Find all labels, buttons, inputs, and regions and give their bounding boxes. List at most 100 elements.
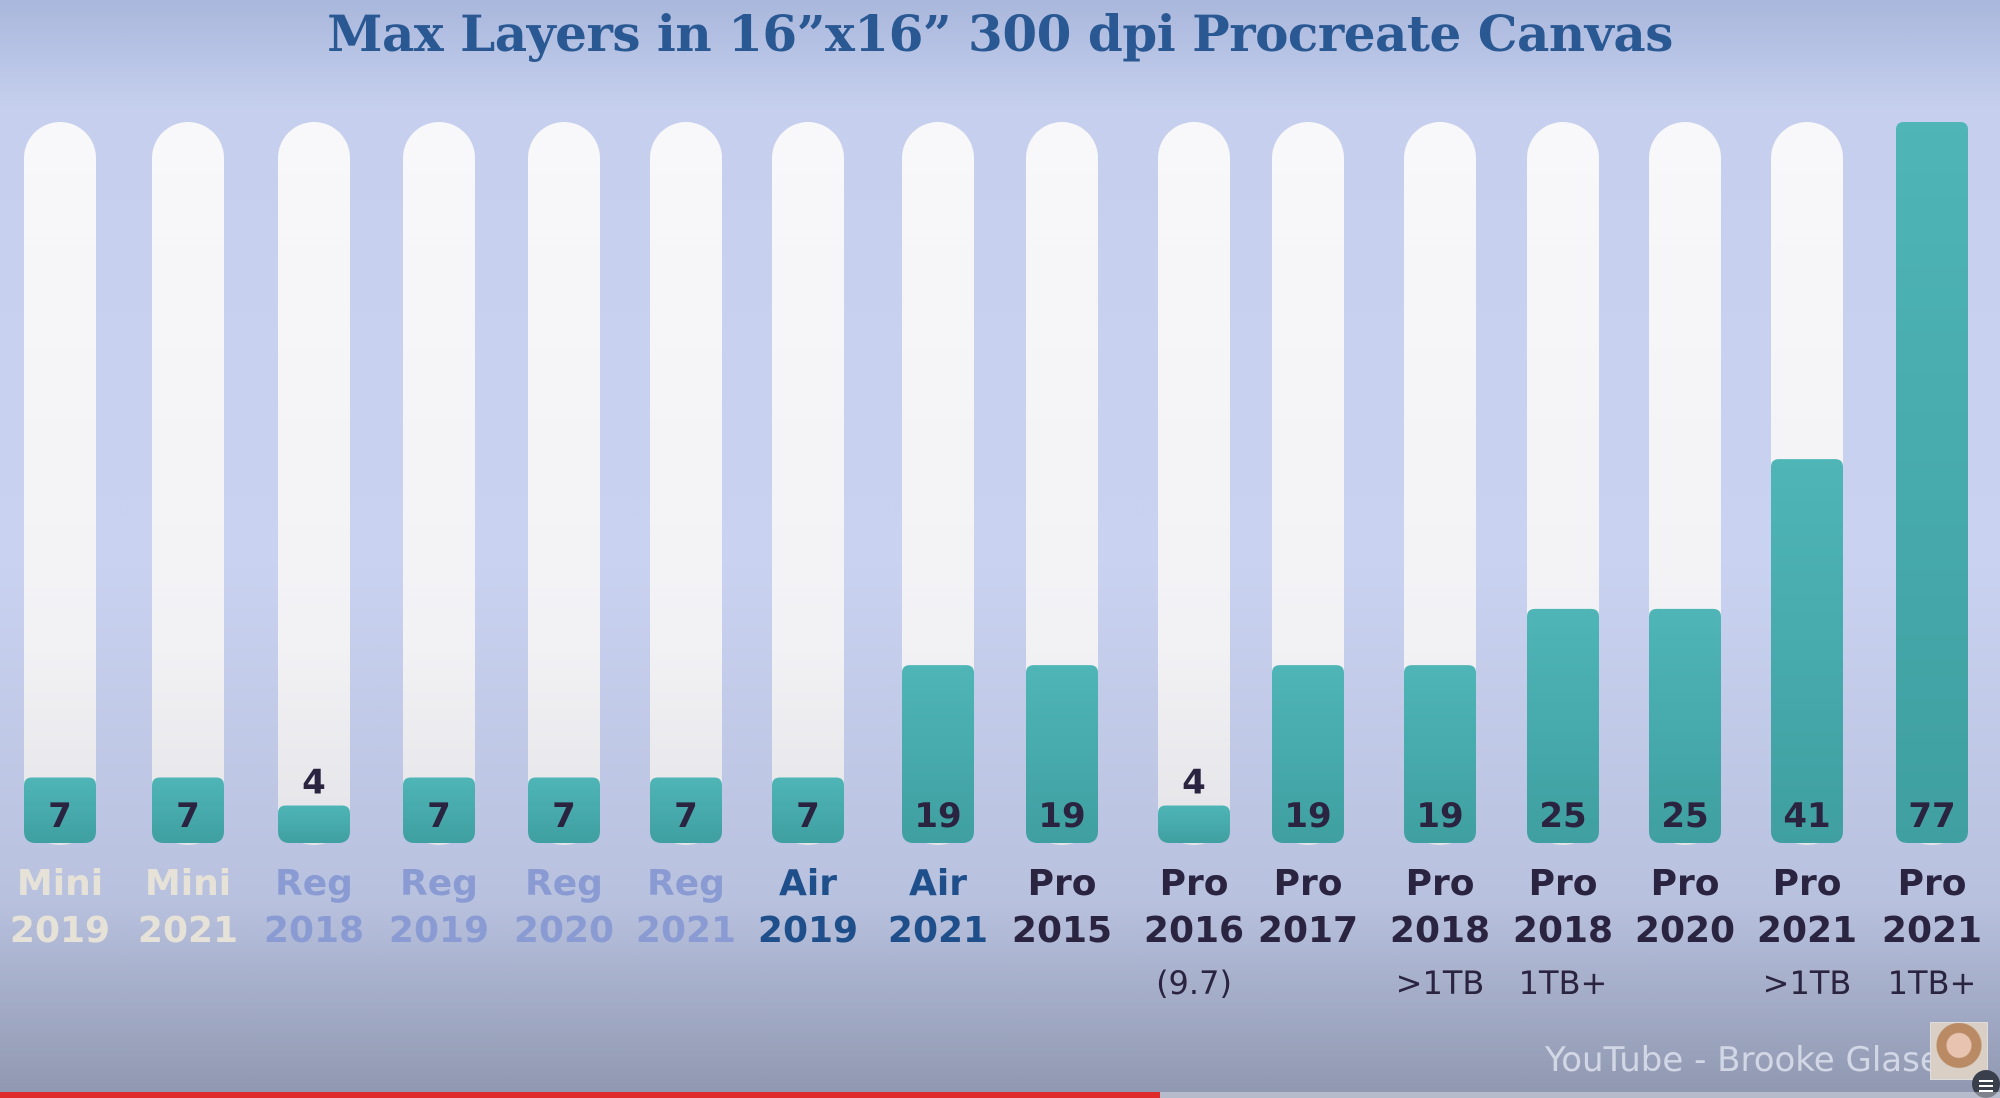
x-tick-label-line1: Pro bbox=[1027, 863, 1097, 904]
bar-group: 4 bbox=[1158, 122, 1230, 845]
bar-group: 7 bbox=[403, 122, 475, 845]
bar-value-label: 19 bbox=[1038, 796, 1085, 836]
bar-group: 19 bbox=[1026, 122, 1098, 845]
bar bbox=[1272, 665, 1344, 843]
x-tick-label: Pro 2021 1TB+ bbox=[1872, 860, 1992, 1007]
bar-value-label: 19 bbox=[1416, 796, 1463, 836]
x-tick-label-line2: 2021 bbox=[887, 910, 989, 951]
bar-group: 7 bbox=[528, 122, 600, 845]
video-progress-bar[interactable] bbox=[0, 1092, 2000, 1098]
bar-track bbox=[24, 122, 96, 845]
bar-value-label: 7 bbox=[427, 796, 451, 836]
bar-value-label: 7 bbox=[552, 796, 576, 836]
bar-value-label: 41 bbox=[1783, 796, 1830, 836]
bar-track bbox=[1026, 122, 1098, 845]
x-tick-label-line1: Air bbox=[909, 863, 967, 904]
bar bbox=[1404, 665, 1476, 843]
x-tick-label-line1: Pro bbox=[1772, 863, 1842, 904]
bar-group: 19 bbox=[1272, 122, 1344, 845]
bar bbox=[772, 777, 844, 843]
x-tick-label-line1: Pro bbox=[1897, 863, 1967, 904]
bar-track bbox=[528, 122, 600, 845]
x-tick-sublabel: >1TB bbox=[1762, 964, 1852, 1002]
x-tick-label-line2: 2017 bbox=[1257, 910, 1359, 951]
x-tick-label-line1: Air bbox=[779, 863, 837, 904]
bar bbox=[1649, 608, 1721, 843]
x-tick-label-line2: 2020 bbox=[1634, 910, 1736, 951]
x-tick-label-line2: 2015 bbox=[1011, 910, 1113, 951]
x-tick-label-line1: Reg bbox=[400, 863, 478, 904]
watermark: YouTube - Brooke Glaser bbox=[1545, 1040, 1955, 1080]
bar-track bbox=[772, 122, 844, 845]
bar-value-label: 4 bbox=[302, 763, 326, 803]
video-progress-fill bbox=[0, 1092, 1160, 1098]
x-tick-label: Reg 2021 bbox=[626, 860, 746, 954]
bar bbox=[650, 777, 722, 843]
bar bbox=[1158, 805, 1230, 843]
bar-value-label: 77 bbox=[1908, 796, 1955, 836]
bar-track bbox=[902, 122, 974, 845]
bar bbox=[152, 777, 224, 843]
x-tick-label-line1: Pro bbox=[1273, 863, 1343, 904]
bar-track bbox=[152, 122, 224, 845]
bar-track bbox=[650, 122, 722, 845]
x-tick-label: Reg 2020 bbox=[504, 860, 624, 954]
bar-track bbox=[403, 122, 475, 845]
bar bbox=[278, 805, 350, 843]
x-tick-label-line1: Pro bbox=[1159, 863, 1229, 904]
x-tick-label: Pro 2016 (9.7) bbox=[1134, 860, 1254, 1007]
bar-value-label: 7 bbox=[796, 796, 820, 836]
bar-group: 41 bbox=[1771, 122, 1843, 845]
x-tick-label-line1: Reg bbox=[525, 863, 603, 904]
x-tick-label: Pro 2020 bbox=[1625, 860, 1745, 954]
x-tick-label-line2: 2021 bbox=[1756, 910, 1858, 951]
bar-value-label: 7 bbox=[48, 796, 72, 836]
x-tick-label: Pro 2018 1TB+ bbox=[1503, 860, 1623, 1007]
x-tick-label: Air 2019 bbox=[748, 860, 868, 954]
bar-track bbox=[1272, 122, 1344, 845]
x-tick-label-line2: 2021 bbox=[635, 910, 737, 951]
x-tick-label-line1: Mini bbox=[16, 863, 104, 904]
x-tick-label-line2: 2018 bbox=[1389, 910, 1491, 951]
bar bbox=[1527, 608, 1599, 843]
bar-group: 7 bbox=[650, 122, 722, 845]
x-tick-label-line2: 2018 bbox=[1512, 910, 1614, 951]
x-tick-label-line1: Reg bbox=[275, 863, 353, 904]
x-tick-label: Reg 2019 bbox=[379, 860, 499, 954]
channel-avatar[interactable] bbox=[1930, 1022, 1988, 1080]
x-tick-sublabel: 1TB+ bbox=[1887, 964, 1977, 1002]
x-tick-label-line2: 2020 bbox=[513, 910, 615, 951]
bar-value-label: 7 bbox=[674, 796, 698, 836]
bar-value-label: 25 bbox=[1661, 796, 1708, 836]
bar-value-label: 4 bbox=[1182, 763, 1206, 803]
menu-icon[interactable] bbox=[1972, 1070, 2000, 1098]
bar-group: 19 bbox=[1404, 122, 1476, 845]
bar-group: 25 bbox=[1649, 122, 1721, 845]
bar bbox=[1026, 665, 1098, 843]
chart-title: Max Layers in 16”x16” 300 dpi Procreate … bbox=[327, 4, 1673, 63]
x-tick-label-line2: 2016 bbox=[1143, 910, 1245, 951]
bar-value-label: 25 bbox=[1539, 796, 1586, 836]
bar-group: 4 bbox=[278, 122, 350, 845]
x-tick-label-line1: Mini bbox=[144, 863, 232, 904]
x-tick-label-line1: Pro bbox=[1650, 863, 1720, 904]
x-tick-label-line2: 2019 bbox=[388, 910, 490, 951]
x-tick-label-line2: 2021 bbox=[137, 910, 239, 951]
bar-track bbox=[1158, 122, 1230, 845]
bar bbox=[528, 777, 600, 843]
bar-group: 7 bbox=[24, 122, 96, 845]
x-tick-label: Mini 2019 bbox=[0, 860, 120, 954]
bar-group: 7 bbox=[152, 122, 224, 845]
bar-group: 77 bbox=[1896, 122, 1968, 845]
bar-group: 25 bbox=[1527, 122, 1599, 845]
bar-group: 7 bbox=[772, 122, 844, 845]
bar-track bbox=[1404, 122, 1476, 845]
x-tick-sublabel: >1TB bbox=[1395, 964, 1485, 1002]
bar bbox=[403, 777, 475, 843]
bar-value-label: 19 bbox=[1284, 796, 1331, 836]
x-tick-label: Pro 2018 >1TB bbox=[1380, 860, 1500, 1007]
x-tick-label-line2: 2021 bbox=[1881, 910, 1983, 951]
x-tick-label: Pro 2017 bbox=[1248, 860, 1368, 954]
bar-track bbox=[278, 122, 350, 845]
